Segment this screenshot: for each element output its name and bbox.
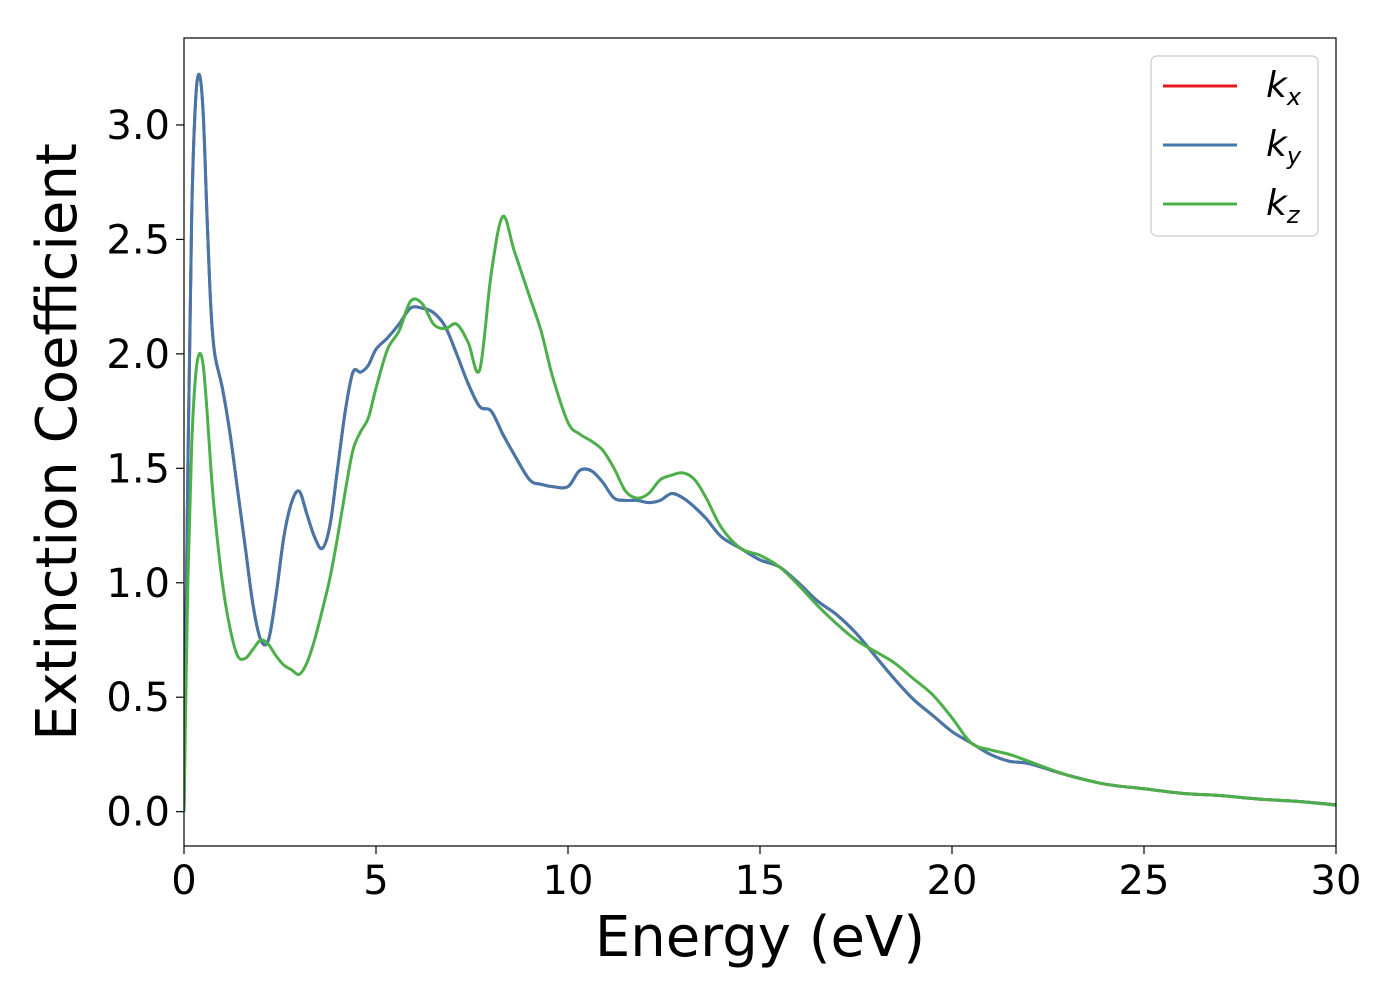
x-tick-label: 30 [1311, 858, 1362, 904]
x-axis-label: Energy (eV) [595, 905, 925, 970]
y-tick-label: 0.5 [106, 675, 170, 721]
x-tick-label: 10 [543, 858, 594, 904]
y-tick-label: 0.0 [106, 790, 170, 836]
x-tick-label: 5 [363, 858, 388, 904]
x-tick-label: 25 [1119, 858, 1170, 904]
series-line-kz [184, 214, 1336, 812]
y-tick-label: 1.0 [106, 561, 170, 607]
y-tick-label: 3.0 [106, 103, 170, 149]
series-layer [184, 72, 1336, 812]
y-tick-label: 2.5 [106, 217, 170, 263]
x-tick-label: 15 [735, 858, 786, 904]
legend-label-ky: ky [1266, 124, 1302, 170]
legend-label-kz: kz [1266, 183, 1301, 229]
y-tick-label: 2.0 [106, 332, 170, 378]
series-line-ky [184, 72, 1336, 812]
y-tick-label: 1.5 [106, 446, 170, 492]
legend: kx ky kz [1150, 55, 1319, 237]
x-tick-label: 20 [927, 858, 978, 904]
y-axis: 0.0 0.5 1.0 1.5 2.0 2.5 3.0 [106, 103, 184, 836]
x-axis: 0 5 10 15 20 25 30 [171, 846, 1361, 904]
legend-label-kx: kx [1266, 65, 1302, 111]
y-axis-label: Extinction Coefficient [25, 143, 90, 741]
x-tick-label: 0 [171, 858, 196, 904]
